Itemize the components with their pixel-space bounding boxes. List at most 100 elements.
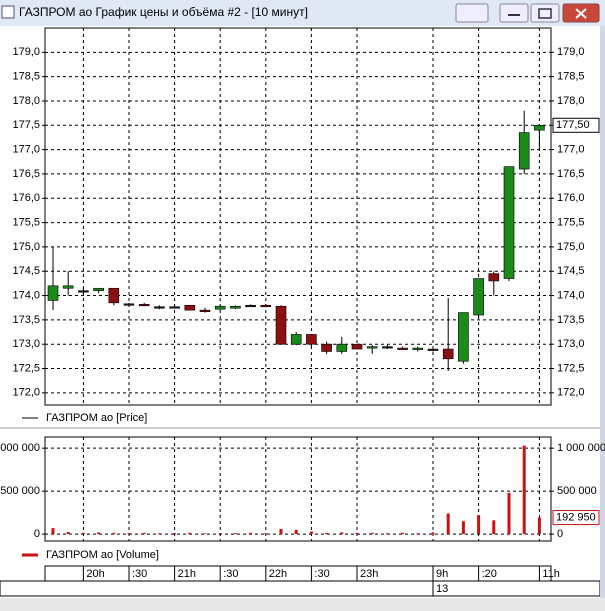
volume-bar xyxy=(309,531,313,535)
candle-body xyxy=(336,343,348,352)
candle-body xyxy=(382,346,393,349)
candle-body xyxy=(62,285,74,289)
y-tick-label: 175,5 xyxy=(12,216,40,228)
legend-price: ГАЗПРОМ ао [Price] xyxy=(46,412,147,424)
y-tick-label: 1 000 000 xyxy=(557,442,605,454)
y-tick-label: 172,0 xyxy=(12,387,40,399)
y-tick-label: 176,0 xyxy=(557,192,585,204)
candle-body xyxy=(534,124,545,131)
volume-bar xyxy=(279,528,283,535)
y-tick-label: 172,5 xyxy=(12,362,40,374)
volume-bar xyxy=(355,532,359,535)
x-tick-label: :30 xyxy=(223,568,238,580)
y-tick-label: 173,0 xyxy=(557,338,585,350)
volume-bar xyxy=(51,528,55,535)
candle-body xyxy=(245,304,256,308)
scrollbar[interactable] xyxy=(0,598,605,611)
candle-body xyxy=(458,312,469,362)
candle-body xyxy=(184,304,196,311)
chart-area xyxy=(0,26,600,598)
link-button[interactable] xyxy=(455,3,489,23)
y-tick-label: 0 xyxy=(34,528,40,540)
y-tick-label: 1 000 000 xyxy=(0,442,40,454)
candle-body xyxy=(366,346,378,349)
candle-body xyxy=(518,132,530,170)
y-tick-label: 172,5 xyxy=(557,362,585,374)
y-tick-label: 0 xyxy=(557,528,563,540)
last-value-label: 177,50 xyxy=(556,119,590,131)
y-tick-label: 174,5 xyxy=(557,265,585,277)
candle-body xyxy=(47,285,59,301)
volume-bar xyxy=(477,515,481,535)
volume-bar xyxy=(294,529,298,535)
price-plot xyxy=(44,27,552,406)
y-tick-label: 176,0 xyxy=(12,192,40,204)
y-tick-label: 177,0 xyxy=(12,144,40,156)
last-value-label: 192 950 xyxy=(556,511,596,523)
candle-body xyxy=(321,343,332,352)
volume-bar xyxy=(340,532,344,535)
y-tick-label: 172,0 xyxy=(557,387,585,399)
last-value-box xyxy=(552,510,600,526)
candle-body xyxy=(199,309,211,312)
candle-body xyxy=(138,304,150,307)
volume-bar xyxy=(112,532,116,535)
volume-bar xyxy=(188,532,192,535)
candle-body xyxy=(123,303,135,306)
y-tick-label: 175,0 xyxy=(12,241,40,253)
candle-body xyxy=(290,334,302,345)
x-tick-label: 9h xyxy=(436,568,448,580)
y-tick-label: 179,0 xyxy=(557,46,585,58)
candle-body xyxy=(427,348,439,351)
x-tick-label: :30 xyxy=(132,568,147,580)
maximize-button[interactable] xyxy=(530,3,560,23)
candle-body xyxy=(93,287,104,291)
volume-bar xyxy=(325,532,329,535)
y-tick-label: 179,0 xyxy=(12,46,40,58)
candle-body xyxy=(169,306,180,309)
y-tick-label: 173,5 xyxy=(12,314,40,326)
volume-bar xyxy=(97,532,101,535)
volume-bar xyxy=(66,531,70,535)
y-tick-label: 500 000 xyxy=(557,485,597,497)
candle-body xyxy=(214,305,226,310)
volume-bar xyxy=(492,520,496,535)
candle-body xyxy=(108,287,120,304)
window-icon xyxy=(1,5,15,19)
y-tick-label: 178,0 xyxy=(12,95,40,107)
candle-body xyxy=(488,273,500,282)
volume-bar xyxy=(264,533,268,535)
volume-bar xyxy=(249,532,253,535)
x-tick-label: 20h xyxy=(86,568,104,580)
candle-body xyxy=(412,347,424,350)
candle-body xyxy=(154,306,165,309)
volume-bar xyxy=(431,532,435,535)
legend-volume: ГАЗПРОМ ао [Volume] xyxy=(46,549,159,561)
candle-body xyxy=(351,343,363,350)
volume-bar xyxy=(537,517,541,535)
volume-bar xyxy=(446,513,450,535)
candle-body xyxy=(78,290,89,293)
minimize-button[interactable] xyxy=(499,3,529,23)
volume-bar xyxy=(522,445,526,535)
x-tick-label: 23h xyxy=(360,568,378,580)
y-tick-label: 173,5 xyxy=(557,314,585,326)
volume-plot xyxy=(44,436,552,542)
candle-body xyxy=(397,347,408,350)
candle-body xyxy=(230,305,241,309)
volume-bar xyxy=(461,521,465,535)
volume-bar xyxy=(142,532,146,535)
y-tick-label: 174,0 xyxy=(12,289,40,301)
volume-bar xyxy=(218,533,222,535)
y-tick-label: 178,0 xyxy=(557,95,585,107)
y-tick-label: 174,5 xyxy=(12,265,40,277)
last-value-box xyxy=(552,117,600,133)
y-tick-label: 176,5 xyxy=(12,168,40,180)
volume-bar xyxy=(507,492,511,535)
candle-body xyxy=(473,278,484,316)
volume-bar xyxy=(416,533,420,535)
y-tick-label: 175,0 xyxy=(557,241,585,253)
candle-body xyxy=(306,334,317,345)
x-tick-label: :20 xyxy=(482,568,497,580)
